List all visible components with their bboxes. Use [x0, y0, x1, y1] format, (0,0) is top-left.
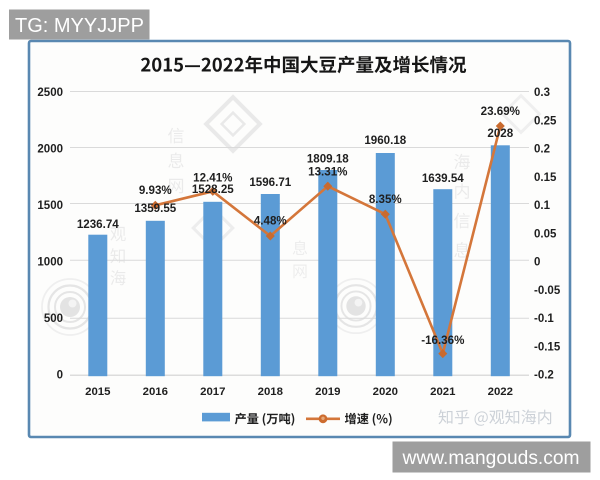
svg-text:0.15: 0.15 [534, 172, 557, 184]
svg-text:1960.18: 1960.18 [364, 134, 406, 147]
svg-text:TG: MYYJJPP: TG: MYYJJPP [15, 15, 144, 37]
svg-text:1639.54: 1639.54 [422, 172, 464, 185]
svg-text:2020: 2020 [373, 386, 398, 398]
svg-text:2028: 2028 [487, 127, 513, 140]
svg-text:0.1: 0.1 [534, 200, 551, 212]
svg-text:0: 0 [534, 257, 540, 269]
svg-text:2018: 2018 [258, 386, 283, 398]
svg-text:2021: 2021 [430, 386, 456, 398]
svg-text:4.48%: 4.48% [254, 215, 287, 228]
svg-text:0.25: 0.25 [534, 115, 557, 127]
svg-text:0: 0 [57, 370, 63, 382]
svg-text:-0.05: -0.05 [534, 285, 561, 297]
svg-text:-16.36%: -16.36% [421, 334, 464, 347]
svg-text:12.41%: 12.41% [193, 172, 232, 185]
svg-text:0.3: 0.3 [534, 87, 550, 99]
svg-text:8.35%: 8.35% [369, 193, 402, 206]
svg-text:500: 500 [44, 313, 63, 325]
svg-text:1000: 1000 [37, 257, 63, 269]
svg-text:www.mangouds.com: www.mangouds.com [401, 448, 579, 469]
svg-text:2000: 2000 [37, 144, 63, 156]
svg-text:13.31%: 13.31% [308, 166, 347, 179]
svg-text:2015: 2015 [85, 386, 111, 398]
svg-text:9.93%: 9.93% [139, 184, 172, 197]
svg-text:1528.25: 1528.25 [192, 183, 234, 196]
svg-text:1596.71: 1596.71 [249, 176, 291, 189]
svg-text:23.69%: 23.69% [481, 105, 520, 118]
svg-text:1359.55: 1359.55 [134, 202, 176, 215]
svg-text:0.05: 0.05 [534, 228, 557, 240]
svg-text:2022: 2022 [488, 386, 513, 398]
svg-text:-0.15: -0.15 [534, 341, 561, 353]
svg-text:1236.74: 1236.74 [77, 218, 119, 231]
svg-text:0.2: 0.2 [534, 144, 550, 156]
svg-text:2017: 2017 [200, 386, 225, 398]
svg-text:2019: 2019 [315, 386, 340, 398]
svg-text:2500: 2500 [37, 87, 63, 99]
svg-text:-0.2: -0.2 [534, 370, 554, 382]
svg-text:-0.1: -0.1 [534, 313, 554, 325]
svg-text:1500: 1500 [37, 200, 63, 212]
svg-text:2016: 2016 [143, 386, 168, 398]
svg-text:1809.18: 1809.18 [307, 153, 349, 166]
